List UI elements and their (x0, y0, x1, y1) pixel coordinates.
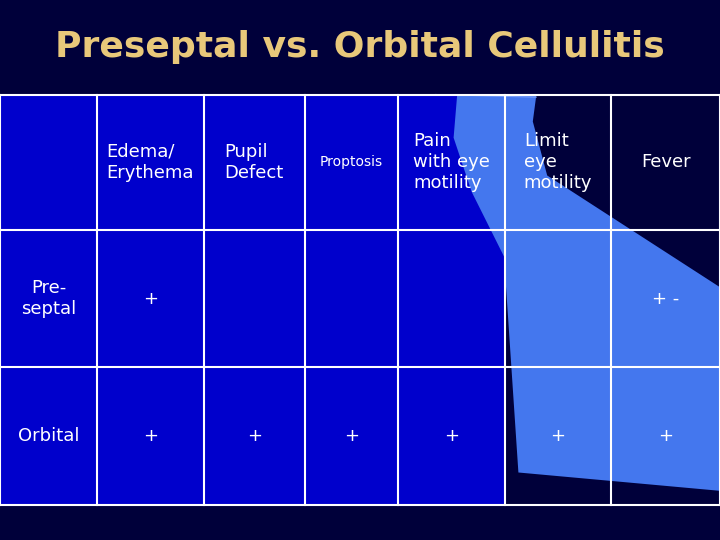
Text: +: + (551, 427, 565, 445)
FancyBboxPatch shape (505, 94, 720, 505)
PathPatch shape (454, 94, 720, 532)
Text: +: + (143, 427, 158, 445)
Text: +: + (143, 289, 158, 308)
Text: Pre-
septal: Pre- septal (21, 279, 76, 318)
Text: +: + (444, 427, 459, 445)
Text: Preseptal vs. Orbital Cellulitis: Preseptal vs. Orbital Cellulitis (55, 30, 665, 64)
Text: Fever: Fever (641, 153, 690, 171)
Text: Proptosis: Proptosis (320, 155, 383, 169)
Text: + -: + - (652, 289, 679, 308)
Text: Limit
eye
motility: Limit eye motility (523, 132, 593, 192)
FancyBboxPatch shape (0, 94, 720, 505)
Text: +: + (344, 427, 359, 445)
Text: Pain
with eye
motility: Pain with eye motility (413, 132, 490, 192)
Text: +: + (247, 427, 261, 445)
Text: Pupil
Defect: Pupil Defect (225, 143, 284, 181)
Text: Edema/
Erythema: Edema/ Erythema (107, 143, 194, 181)
Text: Orbital: Orbital (18, 427, 79, 445)
Text: +: + (658, 427, 673, 445)
FancyBboxPatch shape (0, 0, 720, 94)
